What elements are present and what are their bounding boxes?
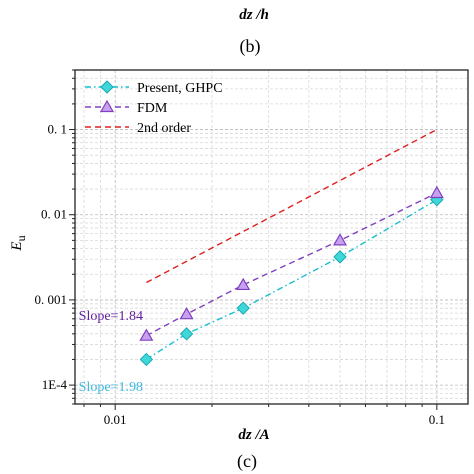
legend-label: Present, GHPC — [137, 81, 223, 96]
triangle-marker — [236, 277, 251, 291]
previous-xlabel-sep: / — [253, 7, 263, 23]
x-axis-label-denom: A — [259, 427, 270, 443]
tick-labels: 0.01 0.1 0. 1 0. 01 0. 001 1E-4 — [35, 122, 445, 427]
series-line — [146, 192, 438, 337]
previous-xlabel-main: dz — [239, 7, 253, 23]
plot-background — [75, 70, 468, 404]
y-tick-label: 0. 001 — [35, 292, 68, 307]
plot-frame — [74, 69, 469, 405]
previous-panel-label: (b) — [240, 36, 261, 57]
diamond-marker — [179, 327, 194, 341]
series-2nd-order — [146, 128, 438, 284]
x-tick-label: 0.1 — [429, 412, 445, 427]
triangle-marker — [429, 185, 444, 199]
diamond-marker — [139, 352, 154, 367]
svg-text:Eu: Eu — [9, 235, 28, 251]
legend-item: FDM — [85, 99, 168, 116]
triangle-marker — [139, 328, 154, 341]
triangle-marker — [179, 306, 194, 320]
legend: Present, GHPC FDM 2nd order — [85, 80, 223, 136]
legend-label: 2nd order — [137, 121, 191, 136]
triangle-marker — [99, 99, 115, 113]
y-tick-label: 1E-4 — [42, 377, 68, 392]
legend-item: Present, GHPC — [85, 80, 223, 96]
series-layer — [139, 128, 444, 367]
y-axis-label-main: E — [9, 241, 25, 251]
legend-item: 2nd order — [85, 121, 191, 136]
x-axis-label: dz /A — [238, 427, 269, 443]
diamond-marker — [236, 301, 250, 315]
x-axis-label-sep: / — [252, 427, 262, 443]
plot-area: 0.01 0.1 0. 1 0. 01 0. 001 1E-4 Present, GHPC… — [35, 69, 469, 427]
diamond-marker — [100, 80, 114, 94]
x-axis-label-main: dz — [238, 427, 252, 443]
diamond-marker — [333, 250, 347, 264]
series-fdm — [139, 185, 444, 341]
triangle-marker — [332, 233, 348, 246]
previous-panel-fragment: dz /h (b) — [239, 7, 269, 57]
x-tick-label: 0.01 — [104, 412, 127, 427]
y-axis-label-sub: u — [14, 235, 28, 241]
previous-xlabel-denom: h — [260, 7, 268, 23]
annotations: Slope=1.84 Slope=1.98 — [79, 309, 143, 395]
slope-annotation: Slope=1.98 — [79, 380, 143, 395]
svg-text:dz /h: dz /h — [239, 7, 269, 23]
y-axis-label: Eu — [9, 235, 28, 251]
axis-ticks — [69, 69, 438, 410]
slope-annotation: Slope=1.84 — [79, 309, 143, 324]
series-line — [146, 128, 438, 284]
legend-label: FDM — [137, 101, 168, 116]
series-present-ghpc — [139, 193, 444, 367]
panel-label: (c) — [237, 451, 257, 472]
y-tick-label: 0. 1 — [48, 122, 68, 137]
y-tick-label: 0. 01 — [41, 207, 67, 222]
